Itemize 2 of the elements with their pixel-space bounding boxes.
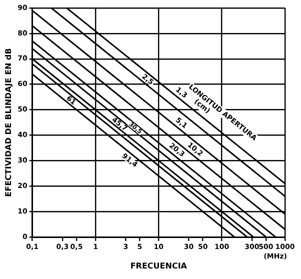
x-axis-title: FRECUENCIA xyxy=(130,261,188,270)
y-axis-title: EFECTIVIDAD DE BLINDAJE EN dB xyxy=(4,48,13,197)
